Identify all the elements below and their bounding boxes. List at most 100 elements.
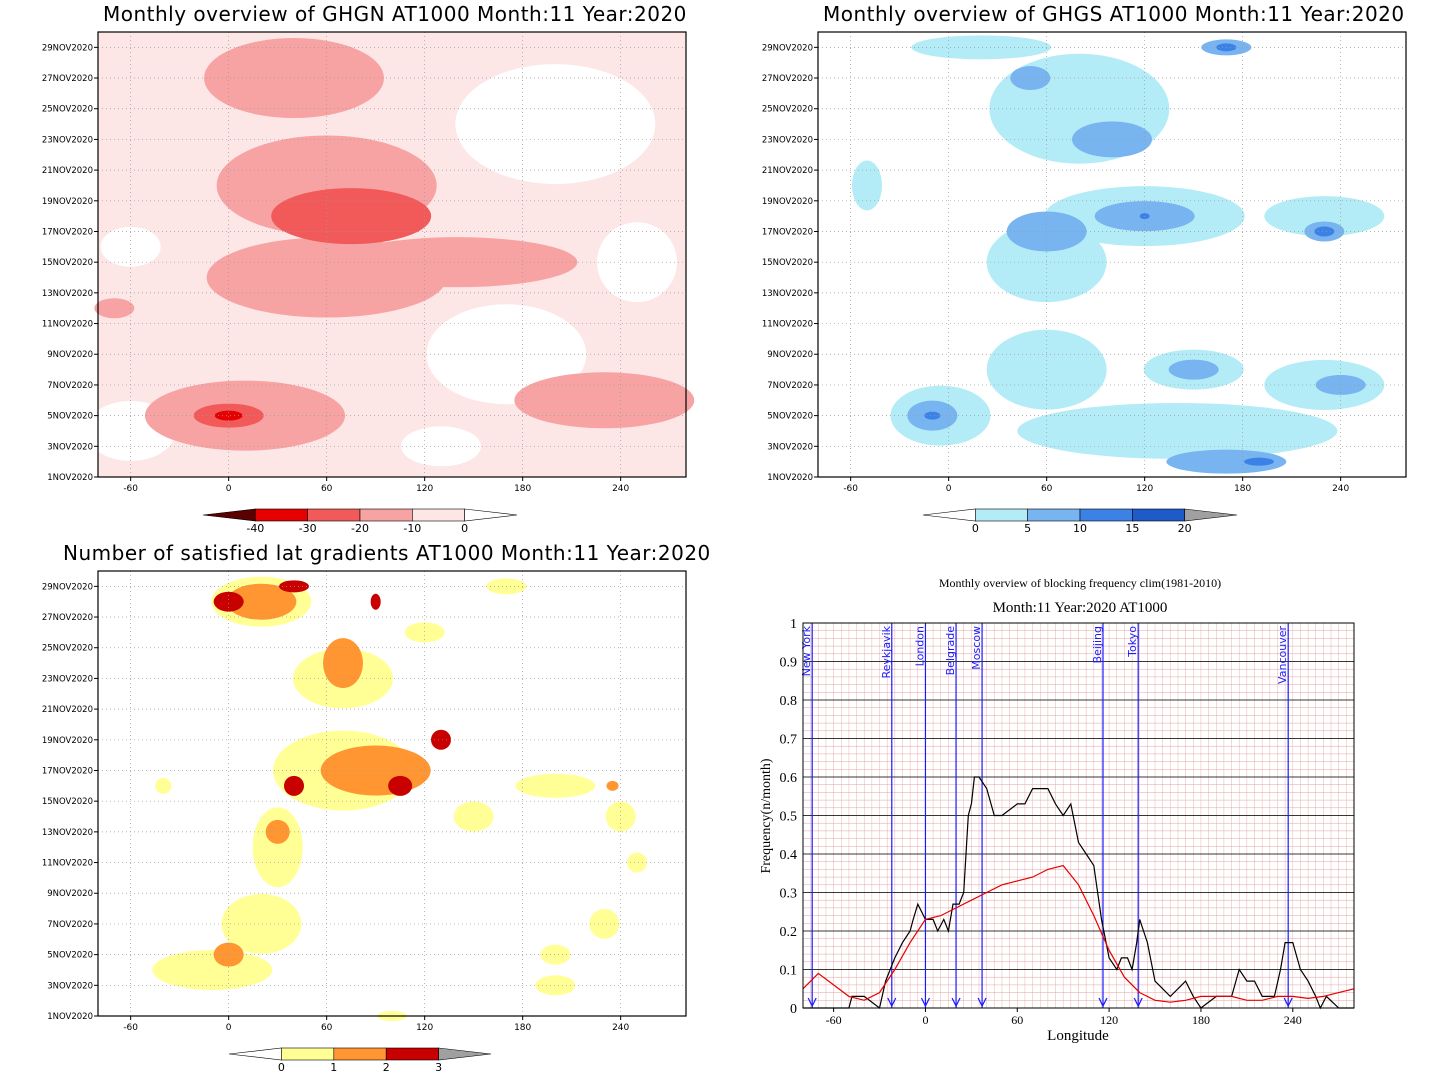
y-tick-label: 29NOV2020 (762, 43, 813, 53)
y-tick-label: 23NOV2020 (762, 135, 813, 145)
y-tick-label: 1 (790, 617, 797, 632)
ghgn-title: Monthly overview of GHGN AT1000 Month:11… (103, 2, 687, 26)
blocking-chart: Monthly overview of blocking frequency c… (759, 576, 1355, 1044)
colorbar-label: 20 (1178, 522, 1192, 535)
y-tick-label: 0.8 (780, 694, 798, 709)
y-tick-label: 19NOV2020 (762, 197, 813, 207)
y-tick-label: 21NOV2020 (762, 166, 813, 176)
y-tick-label: 0.5 (780, 810, 798, 825)
y-tick-label: 3NOV2020 (47, 981, 93, 991)
gradient-count-1 (540, 944, 571, 965)
gradient-count-2 (213, 942, 244, 967)
colorbar-swatch (307, 508, 361, 522)
anomaly-contour (514, 372, 695, 429)
gradient-count-3 (213, 591, 244, 612)
x-tick-label: 0 (226, 1023, 232, 1033)
gradient-count-1 (404, 622, 445, 643)
city-arrow (951, 997, 961, 1008)
gradient-count-2 (323, 638, 363, 689)
city-label: Moscow (970, 626, 983, 670)
colorbar-swatch (255, 508, 308, 522)
gradient-count-2 (226, 583, 297, 620)
colorbar-swatch (464, 508, 518, 522)
colorbar-label: 2 (383, 1061, 390, 1074)
gradient-count-1 (605, 801, 636, 832)
blocking-xlabel: Longitude (1047, 1028, 1109, 1044)
anomaly-core (214, 410, 243, 421)
y-tick-label: 5NOV2020 (47, 951, 93, 961)
gradient-count-2 (606, 780, 619, 791)
plot-frame (817, 31, 1407, 478)
climatology-frequency-line (802, 864, 1355, 1003)
city-arrow (977, 997, 987, 1008)
y-tick-label: 0.3 (780, 887, 798, 902)
y-tick-label: 15NOV2020 (42, 258, 93, 268)
x-tick-label: 240 (612, 1023, 629, 1033)
city-label: Reykjavik (880, 625, 893, 678)
x-tick-label: 60 (1011, 1013, 1023, 1027)
blocking-subtitle: Month:11 Year:2020 AT1000 (993, 600, 1168, 616)
colorbar-label: 0 (461, 522, 468, 535)
colorbar-swatch (1184, 508, 1238, 522)
y-tick-label: 7NOV2020 (767, 381, 813, 391)
city-label: Tokyo (1126, 626, 1139, 658)
grad-chart: -60 0 60 120 180 2401NOV20203NOV20205NOV20207… (42, 570, 687, 1074)
gradient-count-1 (252, 807, 303, 888)
anomaly-contour (1168, 359, 1219, 380)
gradient-count-1 (155, 777, 172, 794)
y-tick-label: 23NOV2020 (42, 674, 93, 684)
low-anomaly-area (100, 226, 161, 267)
x-tick-label: -60 (123, 484, 138, 494)
y-tick-label: 15NOV2020 (42, 797, 93, 807)
y-tick-label: 5NOV2020 (47, 412, 93, 422)
anomaly-contour (1264, 196, 1385, 237)
y-tick-label: 0.1 (780, 964, 798, 979)
x-tick-label: 120 (416, 1023, 433, 1033)
colorbar-label: 15 (1125, 522, 1139, 535)
x-tick-label: 180 (1234, 484, 1251, 494)
colorbar-swatch (202, 508, 256, 522)
gradient-count-2 (265, 819, 290, 844)
y-tick-label: 19NOV2020 (42, 736, 93, 746)
y-tick-label: 3NOV2020 (47, 442, 93, 452)
x-tick-label: 120 (1100, 1013, 1118, 1027)
x-tick-label: 240 (1284, 1013, 1302, 1027)
y-tick-label: 7NOV2020 (47, 920, 93, 930)
x-tick-label: 180 (514, 1023, 531, 1033)
anomaly-contour (94, 298, 135, 319)
y-tick-label: 1NOV2020 (47, 473, 93, 483)
gradient-count-1 (453, 801, 494, 832)
anomaly-contour (911, 35, 1052, 60)
city-label: Beijing (1091, 626, 1104, 663)
city-arrow (1098, 997, 1108, 1008)
x-tick-label: 60 (1041, 484, 1053, 494)
city-label: London (913, 626, 926, 666)
y-tick-label: 9NOV2020 (47, 889, 93, 899)
colorbar-label: -40 (246, 522, 264, 535)
ghgs-chart: -60 0 60 120 180 240 1NOV2020 3NOV2020 5NOV2020 7… (762, 31, 1407, 535)
y-tick-label: 27NOV2020 (762, 74, 813, 84)
observed-frequency-line (803, 776, 1354, 1010)
gradient-count-3 (431, 729, 451, 750)
colorbar-swatch (412, 508, 465, 522)
gradient-count-3 (388, 775, 413, 796)
y-tick-label: 0.2 (780, 925, 798, 940)
y-tick-label: 13NOV2020 (42, 289, 93, 299)
y-tick-label: 15NOV2020 (762, 258, 813, 268)
y-tick-label: 5NOV2020 (767, 412, 813, 422)
y-tick-label: 23NOV2020 (42, 135, 93, 145)
low-anomaly-area (401, 426, 481, 467)
x-tick-label: 0 (946, 484, 952, 494)
colorbar-label: 5 (1024, 522, 1031, 535)
colorbar-swatch (1132, 508, 1185, 522)
anomaly-contour (271, 188, 432, 245)
gradient-count-3 (284, 775, 304, 796)
city-arrow (887, 997, 897, 1008)
gradient-count-1 (589, 908, 620, 939)
city-arrow (920, 997, 930, 1008)
y-tick-label: 21NOV2020 (42, 705, 93, 715)
colorbar-swatch (385, 1047, 439, 1061)
city-label: New York (800, 625, 813, 676)
colorbar-label: 0 (278, 1061, 285, 1074)
colorbar-swatch (359, 508, 413, 522)
